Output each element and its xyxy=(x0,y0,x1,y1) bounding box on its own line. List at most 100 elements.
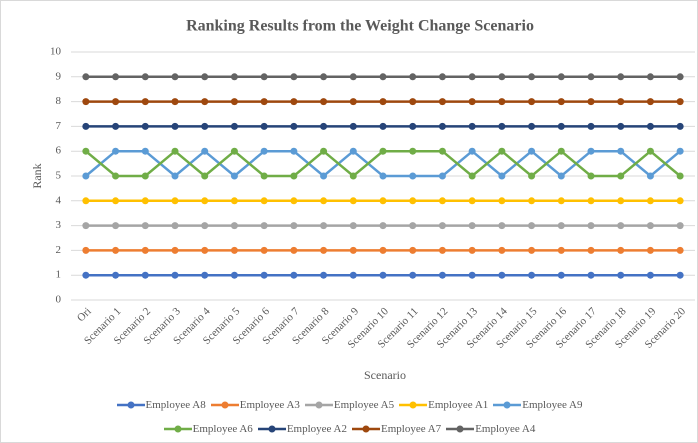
data-point xyxy=(409,122,417,130)
data-point xyxy=(557,98,565,106)
legend-marker xyxy=(127,401,135,409)
data-point xyxy=(290,122,298,130)
data-point xyxy=(349,122,357,130)
data-point xyxy=(230,73,238,81)
data-point xyxy=(438,98,446,106)
data-point xyxy=(201,147,209,155)
legend-item: Employee A4 xyxy=(445,423,535,435)
data-point xyxy=(587,73,595,81)
data-point xyxy=(617,246,625,254)
data-point xyxy=(617,271,625,279)
legend-swatch xyxy=(352,425,380,433)
data-point xyxy=(617,147,625,155)
data-point xyxy=(587,246,595,254)
legend-label: Employee A7 xyxy=(381,423,442,435)
data-point xyxy=(171,271,179,279)
data-point xyxy=(201,246,209,254)
y-tick-label: 10 xyxy=(50,46,62,58)
data-point xyxy=(379,246,387,254)
data-point xyxy=(498,147,506,155)
y-tick-label: 2 xyxy=(56,244,62,256)
data-point xyxy=(171,172,179,180)
data-point xyxy=(528,98,536,106)
data-point xyxy=(587,197,595,205)
data-point xyxy=(409,271,417,279)
data-point xyxy=(230,246,238,254)
data-point xyxy=(290,73,298,81)
data-point xyxy=(171,246,179,254)
data-point xyxy=(320,122,328,130)
data-point xyxy=(290,246,298,254)
data-point xyxy=(230,147,238,155)
legend-swatch xyxy=(493,401,522,409)
data-point xyxy=(379,222,387,230)
data-point xyxy=(320,172,328,180)
legend-item: Employee A3 xyxy=(210,399,300,411)
legend-label: Employee A9 xyxy=(522,399,583,411)
data-point xyxy=(438,271,446,279)
data-point xyxy=(557,172,565,180)
legend-marker xyxy=(503,401,511,409)
data-point xyxy=(82,172,90,180)
data-point xyxy=(646,271,654,279)
data-point xyxy=(587,122,595,130)
data-point xyxy=(528,147,536,155)
data-point xyxy=(438,222,446,230)
data-point xyxy=(528,73,536,81)
data-point xyxy=(528,246,536,254)
data-point xyxy=(201,73,209,81)
data-point xyxy=(468,172,476,180)
data-point xyxy=(676,271,684,279)
data-point xyxy=(438,246,446,254)
data-point xyxy=(349,98,357,106)
data-point xyxy=(349,246,357,254)
data-point xyxy=(617,122,625,130)
data-point xyxy=(409,147,417,155)
y-tick-label: 1 xyxy=(56,269,62,281)
data-point xyxy=(379,98,387,106)
legend-swatch xyxy=(446,425,475,433)
legend-swatch xyxy=(257,425,286,433)
y-tick-label: 4 xyxy=(56,194,62,206)
data-point xyxy=(349,222,357,230)
data-point xyxy=(468,147,476,155)
data-point xyxy=(82,246,90,254)
y-tick-label: 0 xyxy=(56,294,62,306)
y-tick-label: 5 xyxy=(56,170,62,182)
legend-marker xyxy=(409,401,417,409)
data-point xyxy=(260,197,268,205)
data-point xyxy=(409,197,417,205)
data-point xyxy=(587,172,595,180)
legend-item: Employee A8 xyxy=(116,399,206,411)
data-point xyxy=(557,122,565,130)
x-axis-label: Scenario xyxy=(364,368,406,382)
data-point xyxy=(230,197,238,205)
data-point xyxy=(141,246,149,254)
legend-item: Employee A1 xyxy=(398,399,488,411)
data-point xyxy=(528,197,536,205)
data-point xyxy=(468,98,476,106)
data-point xyxy=(201,197,209,205)
data-point xyxy=(260,147,268,155)
data-point xyxy=(201,98,209,106)
legend-marker xyxy=(362,425,370,433)
legend-marker xyxy=(174,425,182,433)
data-point xyxy=(528,271,536,279)
legend-swatch xyxy=(163,425,192,433)
data-point xyxy=(112,73,120,81)
data-point xyxy=(498,73,506,81)
data-point xyxy=(171,122,179,130)
data-point xyxy=(379,271,387,279)
legend-item: Employee A6 xyxy=(163,423,253,435)
data-point xyxy=(171,98,179,106)
y-axis-label: Rank xyxy=(30,163,44,188)
data-point xyxy=(320,271,328,279)
data-point xyxy=(617,197,625,205)
data-point xyxy=(379,147,387,155)
data-point xyxy=(498,246,506,254)
data-point xyxy=(646,147,654,155)
data-point xyxy=(82,98,90,106)
legend-label: Employee A1 xyxy=(428,399,489,411)
data-point xyxy=(141,172,149,180)
